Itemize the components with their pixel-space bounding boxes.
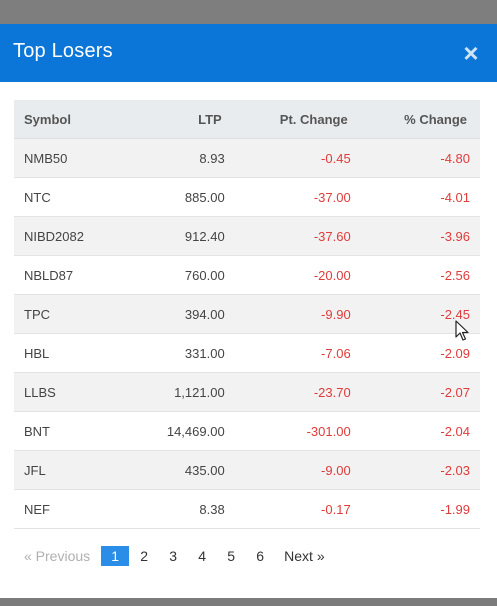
cell-symbol[interactable]: NMB50 [14, 138, 137, 178]
page-backdrop-top [0, 0, 497, 24]
cell-symbol[interactable]: NTC [14, 177, 137, 217]
cell-symbol[interactable]: NIBD2082 [14, 216, 137, 256]
mouse-cursor-icon [455, 320, 469, 341]
column-header-pct-change[interactable]: % Change [350, 100, 480, 139]
cell-symbol[interactable]: NEF [14, 489, 137, 529]
page-backdrop-bottom [0, 598, 497, 606]
cell-ltp: 1,121.00 [136, 372, 225, 412]
cell-pt-change: -20.00 [224, 255, 351, 295]
column-header-ltp[interactable]: LTP [136, 100, 225, 139]
column-header-pt-change[interactable]: Pt. Change [224, 100, 351, 139]
table-row[interactable]: NEF 8.38 -0.17 -1.99 [14, 489, 480, 529]
table-row[interactable]: NTC 885.00 -37.00 -4.01 [14, 177, 480, 217]
cell-symbol[interactable]: TPC [14, 294, 137, 334]
cell-pct-change: -4.01 [350, 177, 480, 217]
page-4-button[interactable]: 4 [198, 548, 207, 564]
page-3-button[interactable]: 3 [169, 548, 178, 564]
cell-ltp: 760.00 [136, 255, 225, 295]
cell-pt-change: -0.45 [224, 138, 351, 178]
cell-symbol[interactable]: LLBS [14, 372, 137, 412]
cell-ltp: 435.00 [136, 450, 225, 490]
cell-pct-change: -2.07 [350, 372, 480, 412]
cell-pt-change: -0.17 [224, 489, 351, 529]
cell-pct-change: -4.80 [350, 138, 480, 178]
cell-pct-change: -2.04 [350, 411, 480, 451]
cell-symbol[interactable]: JFL [14, 450, 137, 490]
cell-pct-change: -3.96 [350, 216, 480, 256]
close-button[interactable]: × [459, 38, 483, 68]
modal-header: Top Losers × [0, 24, 497, 82]
column-header-symbol[interactable]: Symbol [14, 100, 137, 139]
cell-pt-change: -9.00 [224, 450, 351, 490]
table-row[interactable]: NIBD2082 912.40 -37.60 -3.96 [14, 216, 480, 256]
cell-pt-change: -37.00 [224, 177, 351, 217]
cell-pct-change: -2.09 [350, 333, 480, 373]
table-header-row: Symbol LTP Pt. Change % Change [14, 100, 480, 139]
previous-page-button[interactable]: « Previous [24, 548, 91, 564]
cell-pct-change: -2.56 [350, 255, 480, 295]
cell-pt-change: -7.06 [224, 333, 351, 373]
cell-pct-change: -1.99 [350, 489, 480, 529]
cell-pct-change: -2.03 [350, 450, 480, 490]
page-1-button[interactable]: 1 [101, 546, 130, 566]
cell-ltp: 8.93 [136, 138, 225, 178]
table-row[interactable]: NMB50 8.93 -0.45 -4.80 [14, 138, 480, 178]
cell-ltp: 885.00 [136, 177, 225, 217]
cell-ltp: 331.00 [136, 333, 225, 373]
cell-pt-change: -9.90 [224, 294, 351, 334]
cell-symbol[interactable]: HBL [14, 333, 137, 373]
table-row[interactable]: LLBS 1,121.00 -23.70 -2.07 [14, 372, 480, 412]
cell-ltp: 394.00 [136, 294, 225, 334]
cell-symbol[interactable]: NBLD87 [14, 255, 137, 295]
cell-pt-change: -23.70 [224, 372, 351, 412]
table-row[interactable]: NBLD87 760.00 -20.00 -2.56 [14, 255, 480, 295]
cell-symbol[interactable]: BNT [14, 411, 137, 451]
cell-pt-change: -301.00 [224, 411, 351, 451]
page-2-button[interactable]: 2 [140, 548, 149, 564]
top-losers-modal: Top Losers × Symbol LTP Pt. Change % Cha… [0, 24, 497, 598]
table-row[interactable]: BNT 14,469.00 -301.00 -2.04 [14, 411, 480, 451]
page-6-button[interactable]: 6 [256, 548, 265, 564]
table-row[interactable]: HBL 331.00 -7.06 -2.09 [14, 333, 480, 373]
modal-title: Top Losers [13, 40, 113, 62]
table-row[interactable]: TPC 394.00 -9.90 -2.45 [14, 294, 480, 334]
next-page-button[interactable]: Next » [284, 548, 325, 564]
cell-ltp: 8.38 [136, 489, 225, 529]
close-icon: × [463, 38, 479, 68]
cell-ltp: 14,469.00 [136, 411, 225, 451]
cell-pt-change: -37.60 [224, 216, 351, 256]
table-row[interactable]: JFL 435.00 -9.00 -2.03 [14, 450, 480, 490]
page-5-button[interactable]: 5 [227, 548, 236, 564]
top-losers-table: Symbol LTP Pt. Change % Change NMB50 8.93… [14, 100, 480, 529]
cell-ltp: 912.40 [136, 216, 225, 256]
